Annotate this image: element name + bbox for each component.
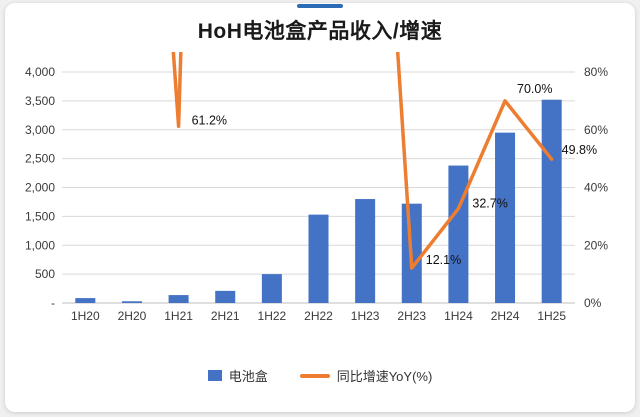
legend-item-bar: 电池盒 (207, 366, 268, 385)
data-label: 12.1% (426, 253, 461, 267)
left-axis-tick: - (51, 296, 55, 310)
x-axis-label: 1H24 (444, 309, 473, 323)
chart-legend: 电池盒 同比增速YoY(%) (0, 366, 640, 385)
revenue-bar (215, 290, 236, 303)
legend-line-label: 同比增速YoY(%) (336, 369, 433, 384)
revenue-bar (355, 199, 376, 303)
right-axis-tick: 0% (584, 296, 602, 310)
data-label: 49.8% (562, 143, 597, 157)
left-axis-tick: 2,500 (25, 152, 55, 166)
left-axis-tick: 3,000 (25, 123, 55, 137)
data-label: 70.0% (517, 82, 552, 96)
legend-bar-label: 电池盒 (228, 369, 268, 384)
right-axis-tick: 20% (584, 238, 608, 252)
x-axis-label: 2H21 (211, 309, 240, 323)
chart-title: HoH电池盒产品收入/增速 (197, 20, 443, 43)
x-axis-label: 1H21 (164, 309, 193, 323)
left-axis-tick: 3,500 (25, 94, 55, 108)
x-axis-label: 2H22 (304, 309, 333, 323)
x-axis-label: 2H23 (397, 309, 426, 323)
left-axis-tick: 1,500 (25, 209, 55, 223)
bar-swatch-icon (207, 370, 222, 381)
x-axis-label: 1H22 (258, 309, 287, 323)
right-axis-tick: 40% (584, 181, 608, 195)
revenue-bar (261, 274, 282, 303)
top-accent-line (297, 4, 343, 8)
x-axis-label: 2H24 (491, 309, 520, 323)
left-axis-tick: 500 (35, 267, 55, 281)
revenue-bar (308, 214, 329, 303)
left-axis-tick: 4,000 (25, 65, 55, 79)
revenue-bar (541, 99, 562, 303)
right-axis-tick: 60% (584, 123, 608, 137)
revenue-bar (75, 298, 96, 303)
x-axis-label: 1H25 (537, 309, 566, 323)
line-swatch-icon (299, 373, 330, 378)
x-axis-label: 2H20 (118, 309, 147, 323)
data-label: 61.2% (192, 113, 227, 127)
revenue-bar (121, 301, 142, 303)
yoy-line (171, 52, 554, 270)
x-axis-label: 1H23 (351, 309, 380, 323)
revenue-bar (495, 132, 516, 303)
left-axis-tick: 2,000 (25, 181, 55, 195)
chart-card (5, 3, 635, 412)
revenue-bar (448, 165, 469, 303)
revenue-bar (168, 295, 189, 303)
data-label: 32.7% (472, 197, 507, 211)
left-axis-tick: 1,000 (25, 238, 55, 252)
x-axis-label: 1H20 (71, 309, 100, 323)
right-axis-tick: 80% (584, 65, 608, 79)
legend-item-line: 同比增速YoY(%) (299, 366, 433, 385)
